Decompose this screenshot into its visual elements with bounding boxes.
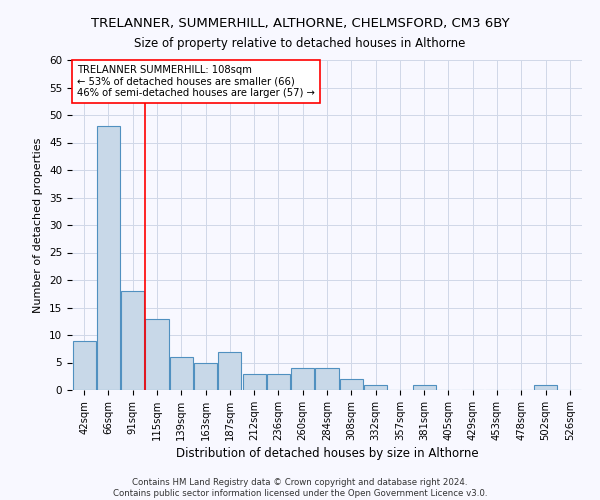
Bar <box>194 362 217 390</box>
Bar <box>97 126 120 390</box>
Bar <box>242 374 266 390</box>
Text: Contains HM Land Registry data © Crown copyright and database right 2024.
Contai: Contains HM Land Registry data © Crown c… <box>113 478 487 498</box>
Text: TRELANNER, SUMMERHILL, ALTHORNE, CHELMSFORD, CM3 6BY: TRELANNER, SUMMERHILL, ALTHORNE, CHELMSF… <box>91 18 509 30</box>
Text: TRELANNER SUMMERHILL: 108sqm
← 53% of detached houses are smaller (66)
46% of se: TRELANNER SUMMERHILL: 108sqm ← 53% of de… <box>77 65 315 98</box>
Bar <box>413 384 436 390</box>
Bar <box>121 291 144 390</box>
Bar <box>340 379 363 390</box>
Bar <box>218 352 241 390</box>
Bar <box>291 368 314 390</box>
Bar <box>73 340 95 390</box>
Bar <box>145 318 169 390</box>
Bar <box>267 374 290 390</box>
Bar <box>316 368 338 390</box>
Bar <box>534 384 557 390</box>
Bar <box>170 357 193 390</box>
Bar <box>364 384 387 390</box>
Y-axis label: Number of detached properties: Number of detached properties <box>34 138 43 312</box>
X-axis label: Distribution of detached houses by size in Althorne: Distribution of detached houses by size … <box>176 447 478 460</box>
Text: Size of property relative to detached houses in Althorne: Size of property relative to detached ho… <box>134 38 466 51</box>
